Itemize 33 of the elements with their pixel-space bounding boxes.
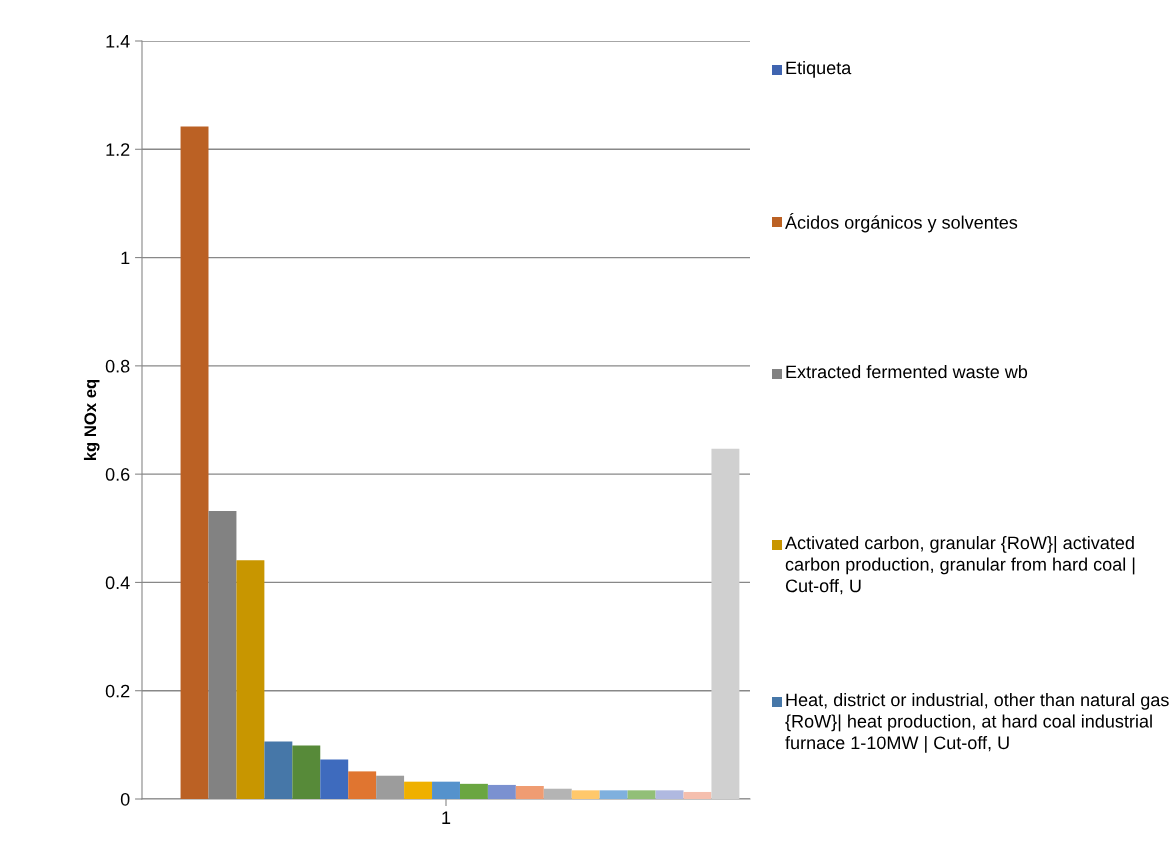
bar — [487, 784, 516, 799]
y-tick-label: 0.4 — [105, 576, 130, 590]
bar — [348, 771, 377, 799]
y-tick-label: 1 — [121, 251, 130, 265]
bar — [264, 741, 293, 799]
bar — [683, 791, 712, 799]
legend-label: Ácidos orgánicos y solventes — [785, 213, 1018, 233]
bar — [320, 759, 349, 799]
y-tick-label: 0 — [120, 792, 130, 806]
bar — [236, 560, 265, 799]
bar — [627, 790, 656, 799]
legend-label: Heat, district or industrial, other than natural gas {RoW}| heat production, at hard coal industrial furnace 1-10MW | Cut-off, U — [785, 693, 1169, 753]
bar — [515, 786, 544, 799]
y-tick-label: 1.4 — [106, 35, 130, 48]
bar — [376, 775, 405, 799]
bar — [432, 781, 460, 799]
bar — [571, 790, 600, 799]
y-tick-label: 0.2 — [105, 684, 130, 698]
bar — [599, 790, 628, 799]
bar — [655, 790, 684, 799]
bar — [543, 788, 572, 799]
y-axis-title: kg NOx eq — [83, 379, 100, 461]
legend-label: Activated carbon, granular {RoW}| activated carbon production, granular from hard coal | Cut-off, U — [785, 536, 1135, 595]
legend-label: Extracted fermented waste wb — [786, 365, 1028, 379]
bar — [711, 448, 740, 799]
bar — [404, 781, 433, 799]
legend-label: Etiqueta — [786, 61, 852, 78]
bar — [459, 783, 488, 799]
bar — [292, 745, 321, 799]
y-tick-label: 1.2 — [106, 143, 130, 156]
y-tick-label: 0.6 — [105, 468, 130, 481]
bar — [180, 126, 209, 799]
y-tick-label: 0.8 — [105, 359, 130, 373]
